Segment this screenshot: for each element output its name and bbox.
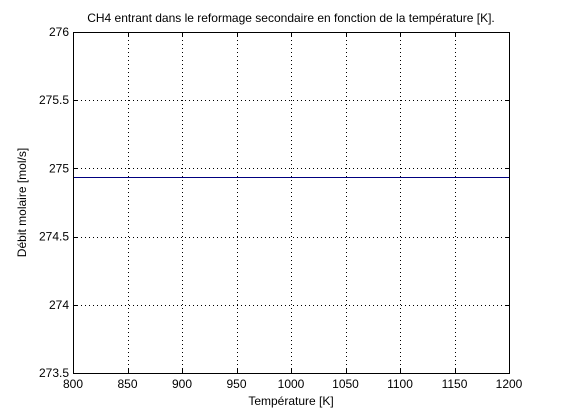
x-axis-label: Température [K] [248, 394, 333, 408]
y-axis-label: Débit molaire [mol/s] [15, 148, 29, 257]
y-tick-label: 275 [49, 161, 69, 175]
chart-title: CH4 entrant dans le reformage secondaire… [87, 11, 495, 25]
plot-area [73, 32, 509, 373]
x-tick-label: 1000 [278, 377, 305, 391]
x-tick-label: 800 [63, 377, 83, 391]
x-tick-label: 1200 [496, 377, 523, 391]
x-tick-label: 850 [117, 377, 137, 391]
y-tick-label: 274.5 [39, 230, 69, 244]
ticks: 800 850 900 950 1000 1050 1100 1150 1200 273.5 274… [39, 25, 523, 391]
x-tick-label: 1100 [387, 377, 413, 391]
x-tick-label: 1150 [442, 377, 468, 391]
grid [73, 32, 509, 373]
x-tick-label: 1050 [332, 377, 359, 391]
y-tick-label: 275.5 [39, 93, 69, 107]
x-tick-label: 950 [226, 377, 246, 391]
x-tick-label: 900 [172, 377, 192, 391]
y-tick-label: 273.5 [39, 366, 69, 380]
y-tick-label: 274 [49, 298, 69, 312]
y-tick-label: 276 [49, 25, 69, 39]
